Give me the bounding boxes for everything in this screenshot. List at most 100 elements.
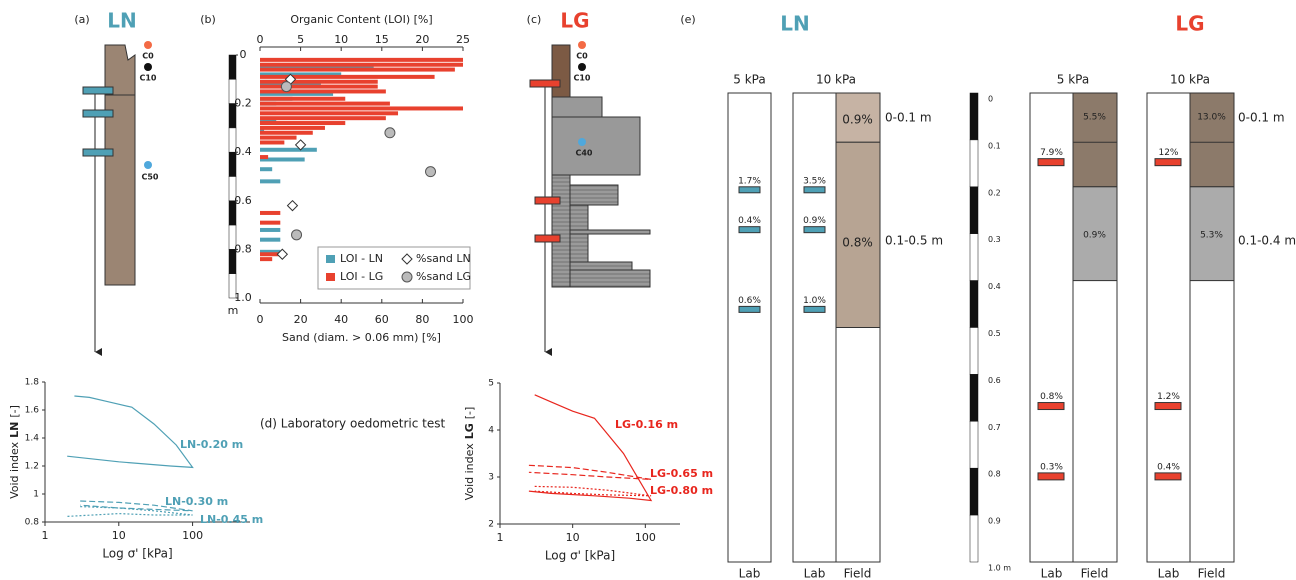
y-axis-title-part: LN [8, 422, 21, 438]
sample-bar [1154, 158, 1182, 167]
y-axis-title-part: Void index [463, 443, 476, 501]
layer-label: 0.1-0.4 m [1238, 234, 1296, 248]
field-layer [835, 92, 881, 143]
y-tick-label: 1.0 [234, 291, 252, 304]
y-axis-title-part: [-] [463, 407, 476, 420]
column-title: 5 kPa [1057, 73, 1089, 87]
x-tick-label: 10 [112, 529, 126, 542]
bar [260, 79, 378, 84]
x2-tick-label: 20 [294, 313, 308, 326]
bar [260, 74, 435, 79]
x-tick-label: 100 [635, 531, 656, 544]
x-axis-title: Log σ' [kPa] [545, 549, 615, 563]
depth-label: 0.4 [988, 282, 1001, 291]
x-tick-label: 20 [415, 33, 429, 46]
sample-label: C0 [576, 52, 588, 61]
sample-bar [1037, 158, 1065, 167]
x-tick-label: 0 [257, 33, 264, 46]
bar [260, 135, 297, 140]
depth-label: 0.6 [988, 376, 1001, 385]
diamond-marker [294, 139, 307, 151]
y-tick-label: 2 [488, 520, 494, 530]
core-lg-top [551, 44, 571, 98]
column-title: 5 kPa [733, 73, 765, 87]
legend-swatch [401, 271, 413, 283]
sample-bar [738, 305, 761, 313]
sample-bar [803, 305, 826, 313]
sample-value: 7.9% [1040, 148, 1063, 158]
sample-bar [1154, 402, 1182, 411]
core-lg [569, 269, 651, 288]
panel-label: (e) [680, 13, 695, 26]
core-lg [569, 233, 589, 263]
panel-label: (d) Laboratory oedometric test [260, 417, 445, 431]
x-axis-title: Log σ' [kPa] [102, 547, 172, 561]
diamond-marker [286, 199, 299, 212]
depth-scale [969, 186, 979, 234]
sample-value: 0.8% [1040, 392, 1063, 402]
depth-scale [969, 514, 979, 563]
field-value: 0.8% [842, 236, 873, 250]
depth-scale [969, 374, 979, 422]
sample-bar [529, 79, 561, 88]
y-axis-title-part: LG [463, 423, 476, 439]
footer-label: Field [1081, 567, 1109, 580]
legend-swatch [326, 273, 335, 281]
bar [260, 111, 399, 116]
bar [260, 121, 346, 126]
depth-scale [969, 92, 979, 141]
y-tick-label: 0.8 [25, 518, 40, 528]
footer-label: Lab [1158, 567, 1180, 580]
bar [260, 125, 325, 130]
legend-box [317, 246, 471, 290]
sample-bar [738, 226, 761, 234]
x-tick-label: 1 [42, 529, 49, 542]
field-layer [1189, 92, 1235, 188]
curve [67, 395, 194, 469]
field-layer [1072, 92, 1118, 188]
depth-scale [228, 273, 237, 299]
curve [528, 464, 652, 480]
sample-label: C50 [141, 173, 158, 182]
bar [260, 147, 317, 152]
core-lg [569, 184, 619, 206]
panel-label: (b) [200, 13, 216, 26]
curve-label: LN-0.45 m [200, 513, 263, 526]
bar [260, 140, 285, 145]
sample-value: 0.3% [1040, 462, 1063, 472]
lab-column [792, 92, 837, 563]
circle-marker [384, 127, 396, 139]
sample-label: C10 [139, 74, 156, 83]
depth-scale [969, 327, 979, 375]
bar [260, 237, 281, 242]
field-value: 13.0% [1197, 113, 1226, 123]
depth-scale [969, 139, 979, 188]
bar [260, 130, 313, 135]
lab-column [1029, 92, 1074, 563]
sample-bar [1154, 472, 1182, 481]
y-axis-title: Void index LG [-] [463, 407, 476, 501]
footer-label: Lab [739, 567, 761, 580]
legend-label: %sand LN [416, 252, 471, 265]
x-tick-label: 10 [334, 33, 348, 46]
bar [260, 179, 281, 184]
bar [260, 227, 281, 232]
legend-label: LOI - LG [340, 270, 383, 283]
field-value: 0.9% [842, 113, 873, 127]
bar [260, 84, 378, 89]
bar [260, 155, 269, 160]
footer-label: Lab [804, 567, 826, 580]
y-axis-title: Void index LN [-] [8, 405, 21, 499]
legend-swatch [326, 255, 335, 263]
depth-label: 0 [988, 95, 993, 104]
sample-value: 0.4% [1157, 462, 1180, 472]
core-lg [551, 96, 603, 118]
field-layer [1072, 186, 1118, 282]
depth-scale [969, 467, 979, 516]
x-tick-label: 1 [497, 531, 504, 544]
y-axis-title-part: Void index [8, 441, 21, 499]
core-lg [551, 174, 571, 288]
panel-label: (a) [74, 13, 89, 26]
bar [260, 96, 346, 101]
